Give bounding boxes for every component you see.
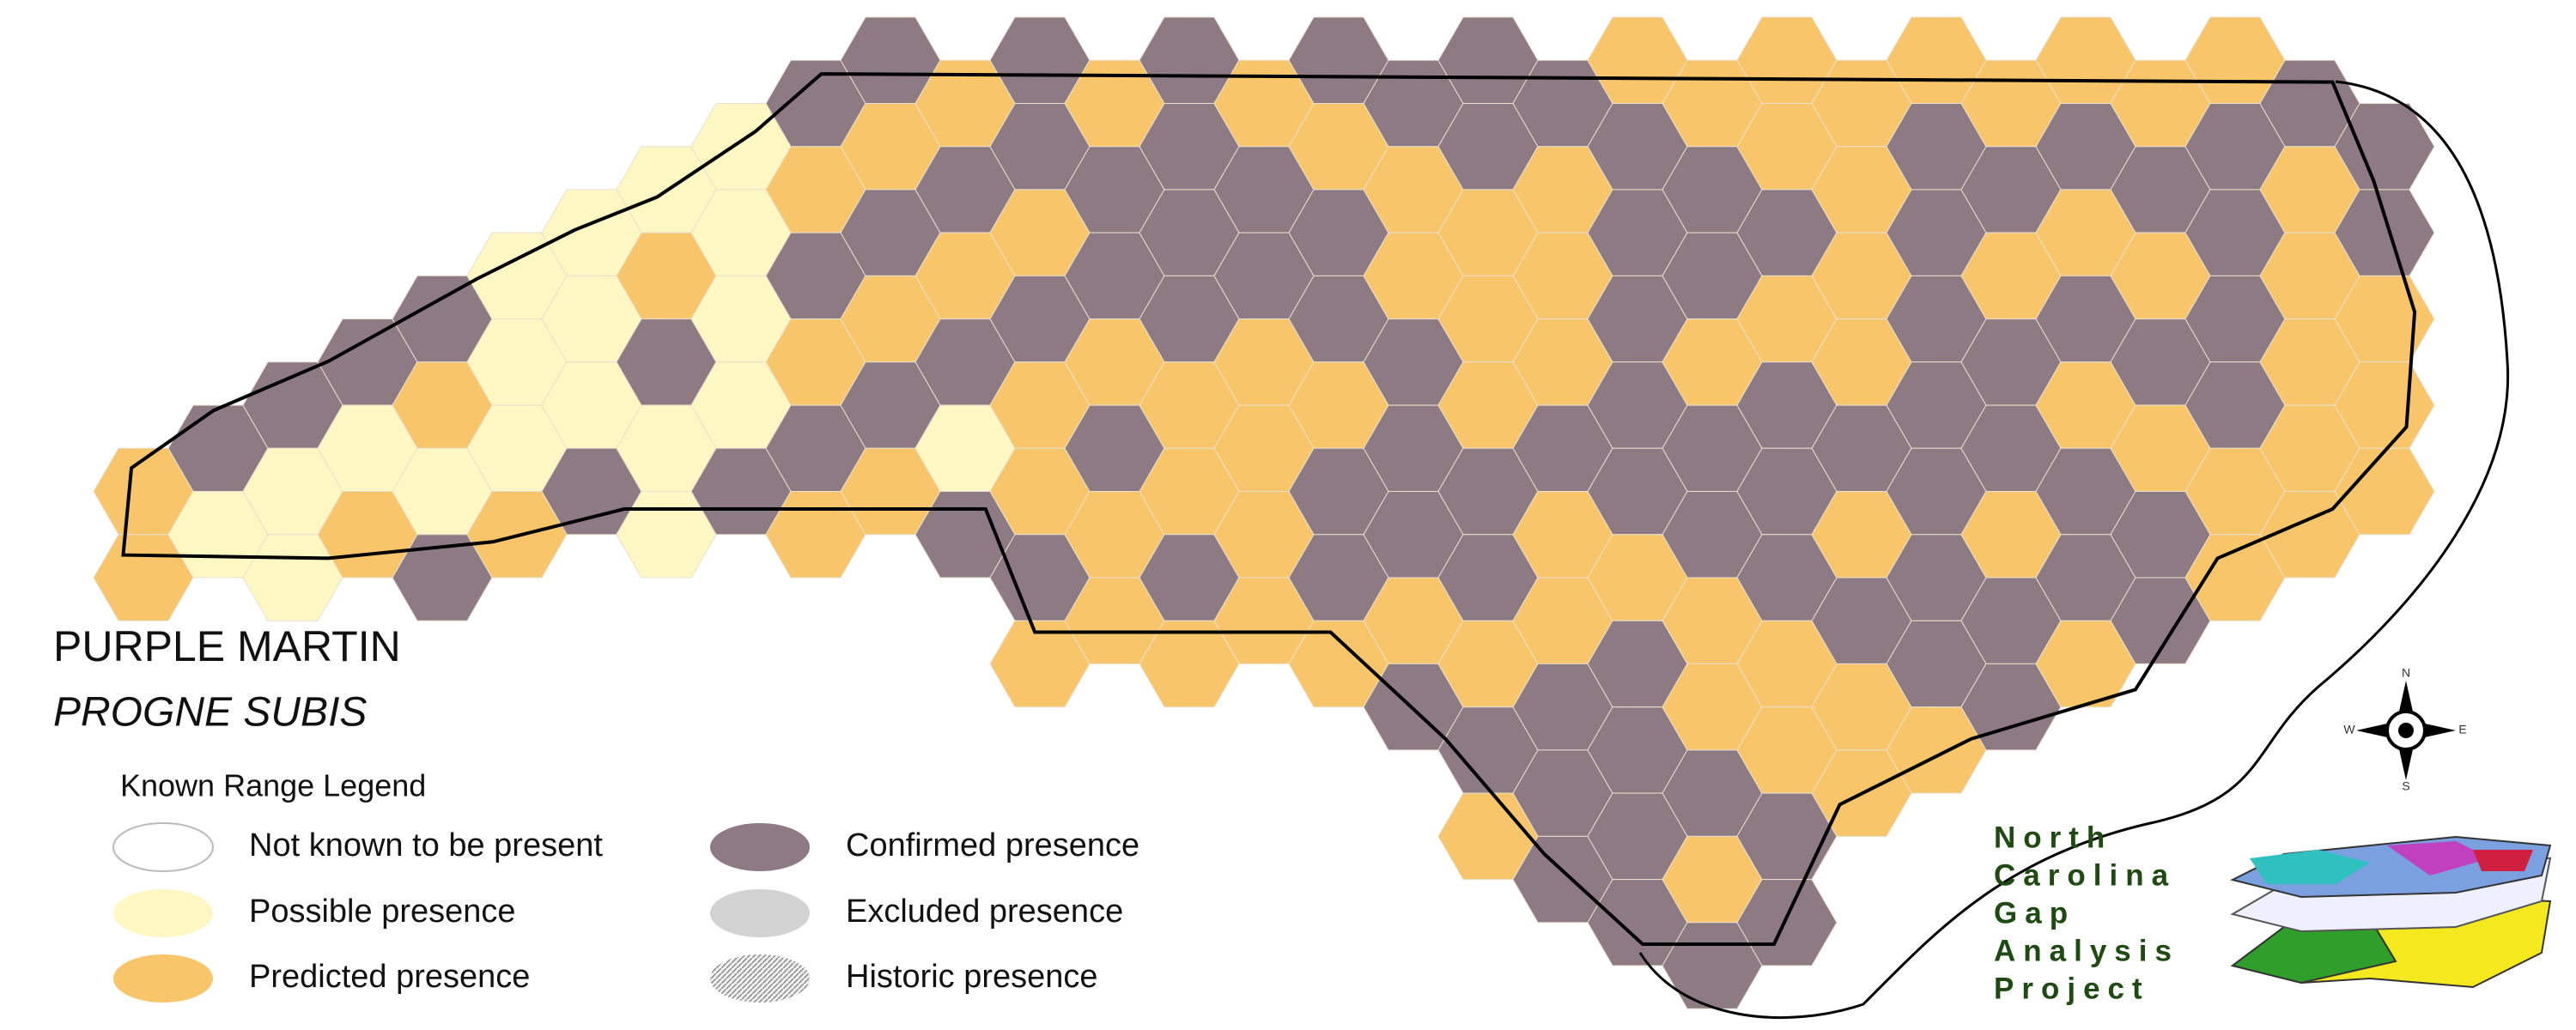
legend-label: Possible presence <box>249 894 516 930</box>
compass-rose: N S E W <box>2343 666 2466 793</box>
logo-graphic <box>2230 835 2552 989</box>
compass-w: W <box>2343 723 2355 736</box>
legend-title: Known Range Legend <box>120 768 426 803</box>
legend-label: Historic presence <box>846 959 1098 995</box>
logo-word: Analysis <box>1994 934 2179 967</box>
gap-logo: North Carolina Gap Analysis Project <box>1994 821 2552 1005</box>
species-name: PURPLE MARTIN <box>53 622 401 670</box>
compass-n: N <box>2402 666 2410 680</box>
legend-swatch <box>710 823 810 871</box>
compass-s: S <box>2402 779 2409 793</box>
legend-label: Predicted presence <box>249 959 530 995</box>
logo-word: North <box>1994 821 2112 854</box>
state-outline <box>121 72 2417 946</box>
legend-swatch <box>112 822 214 872</box>
legend-swatch <box>113 954 213 1003</box>
legend-swatch <box>113 889 213 937</box>
logo-word: Gap <box>1994 896 2075 930</box>
scientific-name: PROGNE SUBIS <box>53 690 367 736</box>
range-hex <box>2334 447 2435 536</box>
legend-label: Not known to be present <box>249 827 603 863</box>
compass-e: E <box>2458 723 2466 736</box>
offshore-boundary <box>1638 80 2510 1020</box>
legend-swatch <box>710 954 810 1003</box>
legend-label: Confirmed presence <box>846 827 1139 863</box>
legend-label: Excluded presence <box>846 894 1123 930</box>
legend: Not known to be present Possible presence… <box>112 822 1139 1003</box>
legend-swatch <box>710 889 810 937</box>
logo-word: Carolina <box>1994 858 2176 892</box>
hex-grid <box>93 16 2435 1009</box>
logo-word: Project <box>1994 972 2150 1005</box>
